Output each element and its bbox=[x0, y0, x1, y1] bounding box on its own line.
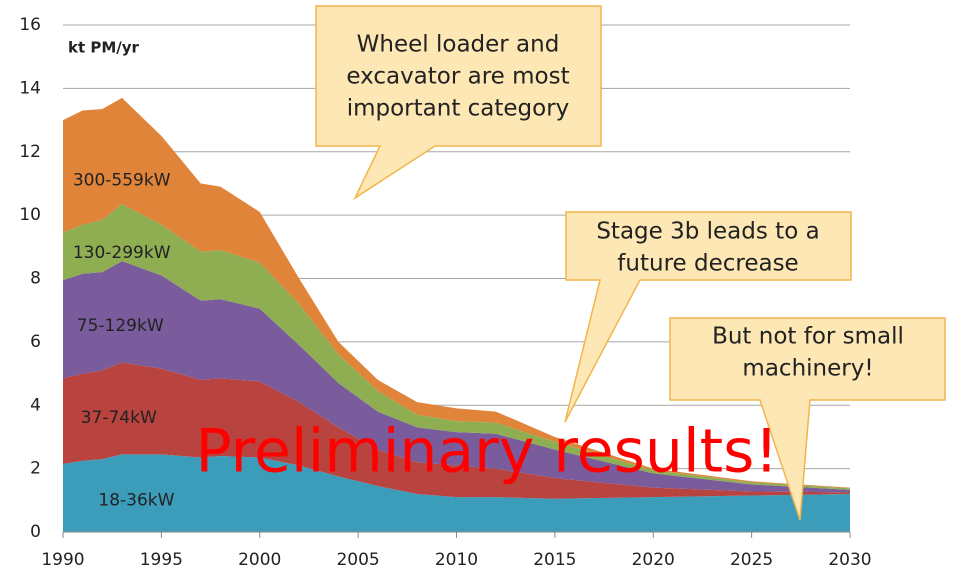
y-tick-label: 6 bbox=[30, 332, 41, 352]
y-tick-label: 12 bbox=[19, 142, 41, 162]
series-label: 37-74kW bbox=[81, 408, 157, 428]
y-tick-label: 14 bbox=[19, 78, 41, 98]
y-tick-label: 4 bbox=[30, 395, 41, 415]
area bbox=[63, 97, 850, 489]
callout-text: excavator are most bbox=[346, 64, 569, 90]
callout-text: But not for small bbox=[712, 324, 904, 350]
callout-text: Stage 3b leads to a bbox=[596, 219, 819, 245]
series-label: 18-36kW bbox=[98, 490, 174, 510]
x-tick-label: 1995 bbox=[140, 550, 183, 570]
watermark: Preliminary results! bbox=[196, 417, 779, 487]
callout-text: machinery! bbox=[742, 356, 873, 382]
callout-text: future decrease bbox=[617, 251, 798, 277]
area bbox=[63, 261, 850, 493]
x-tick-label: 2020 bbox=[632, 550, 675, 570]
y-tick-label: 2 bbox=[30, 459, 41, 479]
y-tick-label: 0 bbox=[30, 522, 41, 542]
area bbox=[63, 454, 850, 532]
callout-text: Wheel loader and bbox=[357, 32, 560, 58]
y-unit-label: kt PM/yr bbox=[68, 39, 140, 57]
x-tick-label: 2030 bbox=[828, 550, 871, 570]
series-label: 300-559kW bbox=[73, 170, 171, 190]
y-tick-label: 16 bbox=[19, 15, 41, 35]
x-tick-label: 1990 bbox=[41, 550, 84, 570]
callout-box bbox=[315, 5, 602, 201]
x-tick-label: 2015 bbox=[533, 550, 576, 570]
x-tick-label: 2025 bbox=[730, 550, 773, 570]
x-tick-label: 2005 bbox=[336, 550, 379, 570]
series-label: 130-299kW bbox=[73, 243, 171, 263]
area bbox=[63, 362, 850, 499]
series-label: 75-129kW bbox=[77, 316, 164, 336]
callout-text: important category bbox=[347, 96, 570, 122]
y-tick-label: 8 bbox=[30, 269, 41, 289]
y-tick-label: 10 bbox=[19, 205, 41, 225]
x-tick-label: 2000 bbox=[238, 550, 281, 570]
callout-box bbox=[564, 211, 852, 423]
area bbox=[63, 204, 850, 490]
x-tick-label: 2010 bbox=[435, 550, 478, 570]
callout-box bbox=[669, 317, 946, 521]
